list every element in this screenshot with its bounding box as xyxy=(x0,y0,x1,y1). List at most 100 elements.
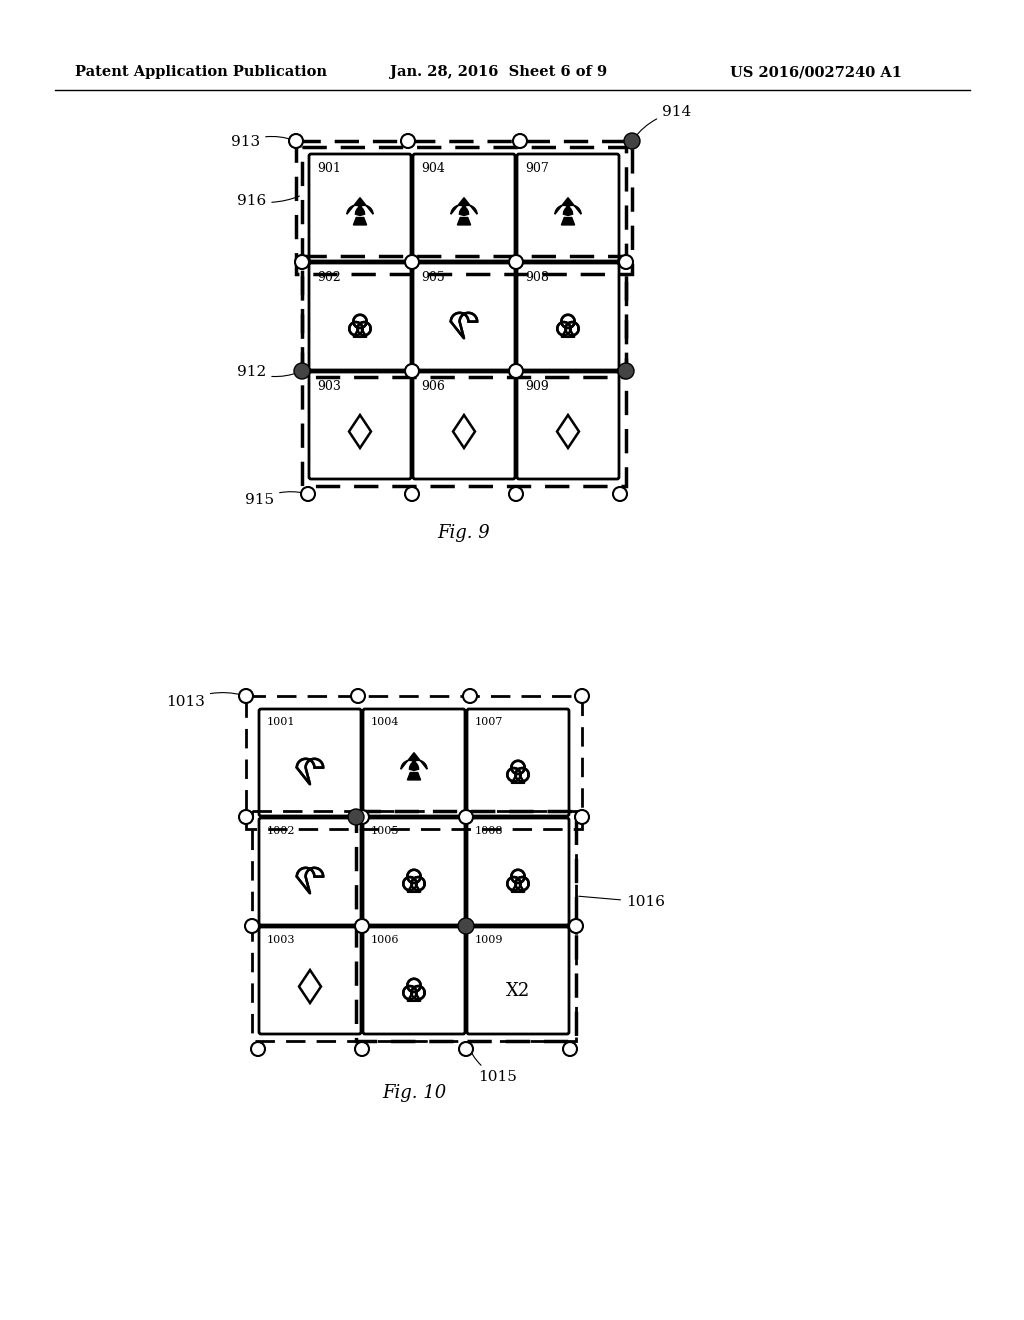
Circle shape xyxy=(458,917,474,935)
FancyBboxPatch shape xyxy=(517,372,618,479)
Polygon shape xyxy=(353,218,367,224)
FancyBboxPatch shape xyxy=(413,154,515,261)
Bar xyxy=(302,147,626,378)
Text: 909: 909 xyxy=(525,380,549,393)
Bar xyxy=(252,810,575,1041)
Circle shape xyxy=(348,809,364,825)
Text: 1009: 1009 xyxy=(475,935,504,945)
Text: 907: 907 xyxy=(525,162,549,176)
Circle shape xyxy=(401,135,415,148)
Polygon shape xyxy=(408,772,421,780)
Circle shape xyxy=(513,135,527,148)
FancyBboxPatch shape xyxy=(362,927,465,1034)
Polygon shape xyxy=(561,218,574,224)
Polygon shape xyxy=(507,876,520,890)
Circle shape xyxy=(463,689,477,704)
Bar xyxy=(246,696,582,829)
Bar xyxy=(296,141,632,275)
Circle shape xyxy=(624,133,640,149)
Polygon shape xyxy=(458,218,471,224)
Bar xyxy=(302,256,626,486)
Circle shape xyxy=(459,1041,473,1056)
Circle shape xyxy=(355,810,369,824)
Text: 1008: 1008 xyxy=(475,826,504,836)
Text: US 2016/0027240 A1: US 2016/0027240 A1 xyxy=(730,65,902,79)
Polygon shape xyxy=(408,870,421,883)
Circle shape xyxy=(509,255,523,269)
FancyBboxPatch shape xyxy=(309,154,411,261)
Polygon shape xyxy=(408,979,421,993)
FancyBboxPatch shape xyxy=(467,709,569,816)
Circle shape xyxy=(289,135,303,148)
Text: 1007: 1007 xyxy=(475,717,504,727)
Circle shape xyxy=(613,487,627,502)
Text: 1016: 1016 xyxy=(579,895,665,909)
Text: 1006: 1006 xyxy=(371,935,399,945)
Polygon shape xyxy=(451,198,477,215)
Circle shape xyxy=(575,810,589,824)
Text: Fig. 10: Fig. 10 xyxy=(382,1084,446,1102)
Polygon shape xyxy=(512,887,524,892)
FancyBboxPatch shape xyxy=(259,927,361,1034)
Text: 903: 903 xyxy=(317,380,341,393)
Polygon shape xyxy=(347,198,373,215)
Polygon shape xyxy=(565,322,579,335)
Circle shape xyxy=(295,255,309,269)
Circle shape xyxy=(239,810,253,824)
Polygon shape xyxy=(354,331,367,337)
Circle shape xyxy=(509,364,523,378)
Circle shape xyxy=(563,1041,577,1056)
Polygon shape xyxy=(512,777,524,783)
Text: X2: X2 xyxy=(506,982,530,1001)
Polygon shape xyxy=(353,314,367,327)
Text: 901: 901 xyxy=(317,162,341,176)
FancyBboxPatch shape xyxy=(259,818,361,925)
Circle shape xyxy=(351,689,365,704)
Polygon shape xyxy=(401,752,427,771)
Text: 1013: 1013 xyxy=(166,693,244,709)
FancyBboxPatch shape xyxy=(413,263,515,370)
Text: 902: 902 xyxy=(317,271,341,284)
Text: 1015: 1015 xyxy=(467,1044,517,1084)
Circle shape xyxy=(301,487,315,502)
FancyBboxPatch shape xyxy=(517,154,618,261)
Text: Patent Application Publication: Patent Application Publication xyxy=(75,65,327,79)
Bar xyxy=(356,810,575,1041)
Polygon shape xyxy=(357,322,371,335)
FancyBboxPatch shape xyxy=(309,372,411,479)
Circle shape xyxy=(618,255,633,269)
Circle shape xyxy=(618,363,634,379)
FancyBboxPatch shape xyxy=(362,709,465,816)
Polygon shape xyxy=(403,986,417,999)
Polygon shape xyxy=(562,331,574,337)
FancyBboxPatch shape xyxy=(259,709,361,816)
Text: 905: 905 xyxy=(421,271,444,284)
Polygon shape xyxy=(408,995,420,1001)
Text: Fig. 9: Fig. 9 xyxy=(437,524,490,543)
Text: 915: 915 xyxy=(245,491,305,507)
Text: 1001: 1001 xyxy=(267,717,296,727)
Circle shape xyxy=(459,810,473,824)
Text: Jan. 28, 2016  Sheet 6 of 9: Jan. 28, 2016 Sheet 6 of 9 xyxy=(390,65,607,79)
Polygon shape xyxy=(555,198,581,215)
Polygon shape xyxy=(515,768,528,781)
Circle shape xyxy=(239,689,253,704)
Circle shape xyxy=(569,919,583,933)
Circle shape xyxy=(355,919,369,933)
Circle shape xyxy=(575,689,589,704)
Polygon shape xyxy=(412,876,425,890)
Circle shape xyxy=(406,255,419,269)
Text: 1002: 1002 xyxy=(267,826,296,836)
Polygon shape xyxy=(403,876,417,890)
Polygon shape xyxy=(412,986,425,999)
FancyBboxPatch shape xyxy=(362,818,465,925)
Polygon shape xyxy=(557,322,570,335)
Text: 1003: 1003 xyxy=(267,935,296,945)
Text: 1004: 1004 xyxy=(371,717,399,727)
FancyBboxPatch shape xyxy=(467,818,569,925)
Polygon shape xyxy=(511,760,524,774)
Polygon shape xyxy=(515,876,528,890)
Polygon shape xyxy=(349,322,362,335)
Text: 1005: 1005 xyxy=(371,826,399,836)
FancyBboxPatch shape xyxy=(413,372,515,479)
